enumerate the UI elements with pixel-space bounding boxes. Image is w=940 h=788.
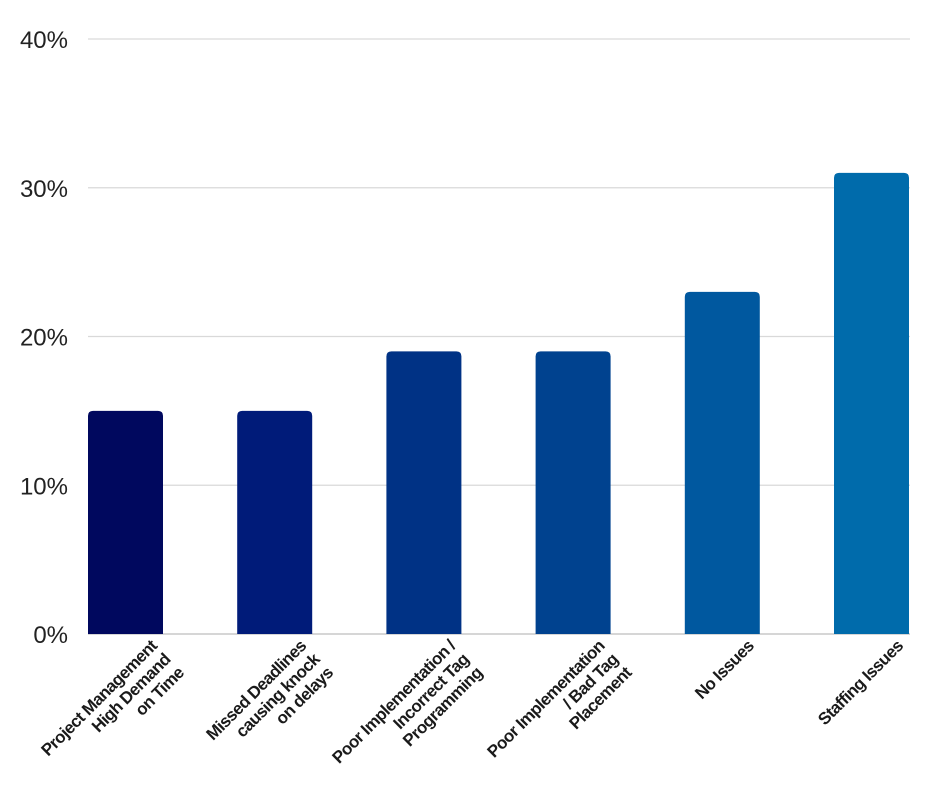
gridlines xyxy=(88,38,910,635)
x-category-label-line: No Issues xyxy=(691,636,758,703)
x-category-label: No Issues xyxy=(691,636,758,703)
bar xyxy=(237,410,313,634)
bar xyxy=(684,291,760,634)
bars xyxy=(88,172,909,634)
x-category-label-line: Staffing Issues xyxy=(814,636,907,729)
x-category-label: Poor Implementation /Incorrect TagProgra… xyxy=(328,636,486,767)
y-axis-ticks: 0% 10% 20% 30% 40% xyxy=(20,27,68,649)
bar xyxy=(834,172,909,634)
x-category-label: Staffing Issues xyxy=(814,636,907,729)
y-tick-label: 20% xyxy=(20,325,68,352)
bar xyxy=(386,351,462,634)
bar xyxy=(88,410,163,634)
y-tick-label: 40% xyxy=(20,27,68,54)
y-tick-label: 30% xyxy=(20,176,68,203)
y-tick-label: 0% xyxy=(33,622,68,649)
y-tick-label: 10% xyxy=(20,473,68,500)
bar xyxy=(535,351,611,634)
